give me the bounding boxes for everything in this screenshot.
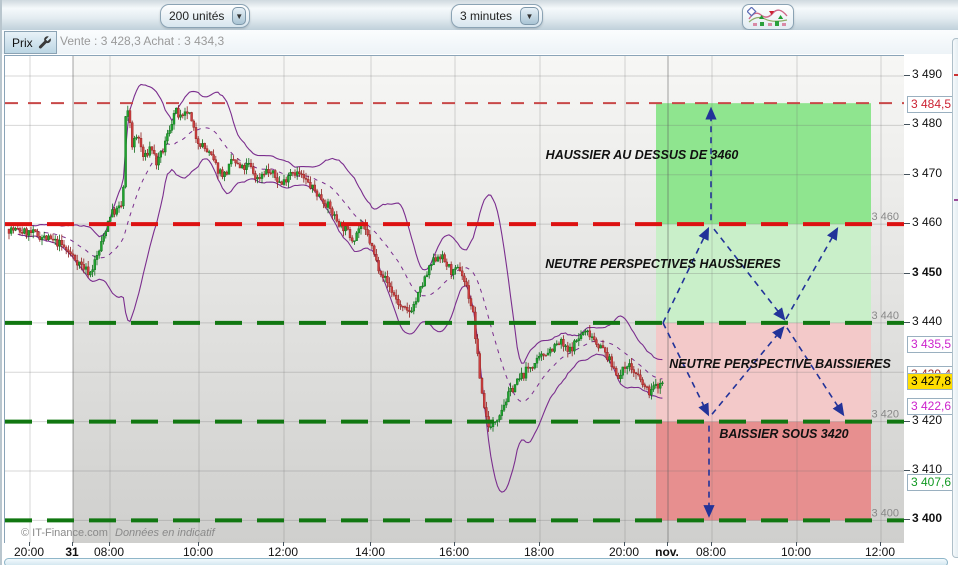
axis-tick [904,321,910,323]
axis-tick [904,223,910,225]
chevron-down-icon[interactable]: ▼ [232,7,246,25]
scenario-arrow [711,325,785,415]
time-axis: 20:00 31 08:00 10:00 12:00 14:00 16:00 18:00 20:… [2,542,952,559]
timeframe-select[interactable]: 3 minutes ▼ [451,4,543,28]
time-tick-label: 12:00 [267,545,299,559]
axis-tick [904,420,910,422]
top-toolbar: 200 unités ▼ 3 minutes ▼ [2,0,958,31]
scenario-arrow [713,228,786,321]
axis-tick [904,173,910,175]
axis-tick [796,542,797,546]
price-tick-label: 3 450 [912,264,943,279]
time-tick-label: 12:00 [864,545,896,559]
price-tick-label: 3 410 [912,462,943,477]
zone-label: NEUTRE PERSPECTIVE BAISSIERES [669,357,891,371]
axis-tick [904,519,910,521]
price-tick-label: 3 400 [912,511,943,526]
time-tick-label: 20:00 [13,545,45,559]
level-edge-label: 3 440 [871,310,899,322]
price-tick-label: 3 420 [912,412,943,427]
level-edge-label: 3 460 [871,211,899,223]
scenario-zone [656,421,871,521]
time-tick-label: 08:00 [93,545,125,559]
copyright-text: © IT-Finance.com [21,527,108,539]
mini-chart-icon [747,7,788,26]
zone-label: HAUSSIER AU DESSUS DE 3460 [546,148,739,162]
price-chart-plot[interactable]: 3 460 3 440 3 420 3 400 HAUSSIER AU DESSUS D… [4,55,906,544]
axis-tick [624,542,625,546]
axis-tick [454,542,455,546]
price-marker-label: 3 435,5 [907,336,955,353]
time-tick-label: 31 [65,545,79,559]
scrollbar-mark [954,199,958,201]
price-marker-label: 3 407,6 [907,474,955,491]
axis-tick [711,542,712,546]
chevron-down-icon[interactable]: ▼ [520,7,539,25]
time-tick-label: 14:00 [354,545,386,559]
price-tick-label: 3 440 [912,313,943,328]
axis-tick [904,470,910,472]
bollinger-middle-band [17,127,663,403]
price-tick-label: 3 490 [912,67,943,81]
axis-tick [904,75,910,76]
axis-tick [29,542,30,546]
price-marker-label: 3 422,6 [907,398,955,415]
level-edge-label: 3 400 [871,507,899,519]
axis-tick [667,542,668,546]
zone-label: NEUTRE PERSPECTIVES HAUSSIERES [545,257,781,271]
level-edge-label: 3 420 [871,409,899,421]
disclaimer-text: Données en indicatif [115,527,216,539]
price-series-tab[interactable]: Prix [4,31,57,54]
time-tick-label: nov. [655,545,679,559]
scenario-arrow [662,322,710,417]
axis-tick [539,542,540,546]
axis-tick [880,542,881,546]
price-tick-label: 3 470 [912,165,943,180]
price-marker-label: 3 427,8 [907,373,955,390]
wrench-icon[interactable] [38,36,52,49]
time-tick-label: 16:00 [438,545,470,559]
time-tick-label: 08:00 [695,545,727,559]
price-tick-label: 3 460 [912,215,943,230]
candles [7,105,664,432]
axis-tick [283,542,284,546]
units-select-value: 200 unités [169,9,225,23]
bollinger-lower-band [17,158,663,493]
axis-tick [198,542,199,546]
units-select[interactable]: 200 unités ▼ [160,4,250,28]
axis-tick [109,542,110,546]
price-marker-label: 3 484,5 [907,96,955,113]
vertical-scrollbar[interactable] [952,38,958,558]
time-tick-label: 20:00 [608,545,640,559]
axis-tick [72,542,73,546]
price-axis: 3 490 3 480 3 470 3 460 3 450 3 440 3 420 3 410… [904,55,955,545]
pre-session-column [5,56,73,543]
zone-label: BAISSIER SOUS 3420 [719,427,848,441]
bid-ask-quote: Vente : 3 428,3 Achat : 3 434,3 [60,34,225,48]
chart-style-button[interactable] [742,4,794,30]
series-label: Prix [12,35,33,50]
axis-tick [904,272,910,274]
chart-header-row: Prix Vente : 3 428,3 Achat : 3 434,3 [2,30,958,54]
scrollbar-mark [954,74,958,76]
axis-tick [370,542,371,546]
time-tick-label: 10:00 [780,545,812,559]
price-tick-label: 3 480 [912,116,943,131]
time-tick-label: 10:00 [182,545,214,559]
timeframe-select-value: 3 minutes [460,9,513,23]
axis-tick [904,124,910,126]
time-tick-label: 18:00 [523,545,555,559]
scenario-zone [656,103,871,225]
horizontal-scrollbar[interactable] [4,558,948,565]
